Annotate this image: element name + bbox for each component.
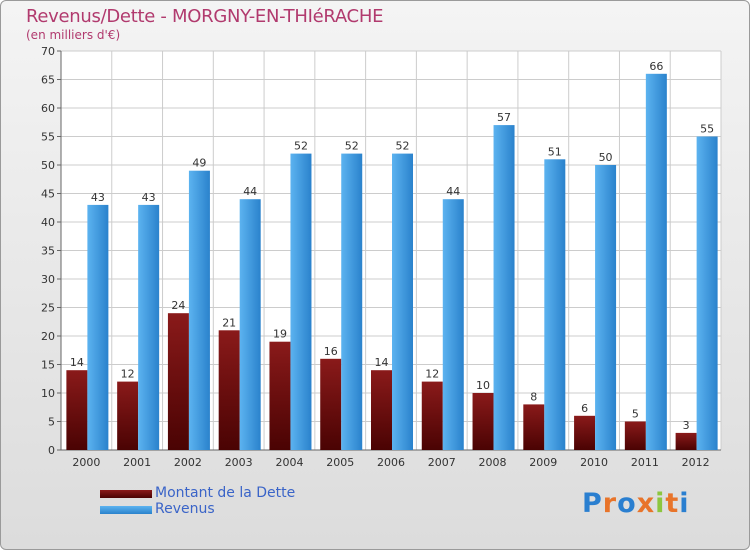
x-tick-label-2001: 2001 xyxy=(123,456,151,469)
data-label-debt-2001: 12 xyxy=(121,368,135,381)
y-tick-label: 65 xyxy=(41,74,55,87)
chart-subtitle: (en milliers d'€) xyxy=(26,28,121,42)
y-tick-label: 60 xyxy=(41,102,55,115)
bar-revenue-2012 xyxy=(696,136,718,450)
x-tick-label-2010: 2010 xyxy=(580,456,608,469)
data-label-revenue-2000: 43 xyxy=(91,191,105,204)
legend-swatch-debt xyxy=(100,490,152,498)
y-tick-label: 20 xyxy=(41,330,55,343)
data-label-debt-2005: 16 xyxy=(324,345,338,358)
data-label-debt-2009: 8 xyxy=(530,390,537,403)
x-tick-label-2009: 2009 xyxy=(529,456,557,469)
x-tick-label-2008: 2008 xyxy=(479,456,507,469)
data-label-revenue-2008: 57 xyxy=(497,111,511,124)
data-label-revenue-2001: 43 xyxy=(142,191,156,204)
x-tick-label-2005: 2005 xyxy=(326,456,354,469)
bar-revenue-2009 xyxy=(544,159,566,451)
data-label-debt-2002: 24 xyxy=(171,299,185,312)
data-label-debt-2003: 21 xyxy=(222,316,236,329)
bar-debt-2001 xyxy=(117,381,139,450)
x-tick-label-2011: 2011 xyxy=(631,456,659,469)
bar-debt-2000 xyxy=(66,370,88,450)
data-label-debt-2011: 5 xyxy=(632,408,639,421)
bar-revenue-2007 xyxy=(442,199,464,450)
y-tick-label: 40 xyxy=(41,216,55,229)
data-label-revenue-2007: 44 xyxy=(446,185,460,198)
proxiti-logo: Proxiti xyxy=(582,488,690,519)
data-label-revenue-2012: 55 xyxy=(700,123,714,136)
bar-revenue-2005 xyxy=(341,153,363,450)
y-tick-label: 70 xyxy=(41,45,55,58)
logo-letter: x xyxy=(636,488,656,519)
bar-revenue-2000 xyxy=(87,204,109,450)
data-label-debt-2010: 6 xyxy=(581,402,588,415)
bar-revenue-2008 xyxy=(493,125,515,450)
logo-letter: t xyxy=(665,488,680,519)
y-tick-label: 35 xyxy=(41,245,55,258)
logo-letter: i xyxy=(655,488,666,519)
x-tick-label-2006: 2006 xyxy=(377,456,405,469)
bar-revenue-2006 xyxy=(392,153,413,450)
data-label-revenue-2005: 52 xyxy=(345,140,359,153)
logo-letter: o xyxy=(617,488,637,519)
bar-revenue-2001 xyxy=(138,204,160,450)
y-tick-label: 45 xyxy=(41,188,55,201)
y-tick-label: 25 xyxy=(41,302,55,315)
bar-debt-2007 xyxy=(421,381,443,450)
bar-revenue-2003 xyxy=(239,199,261,450)
x-tick-label-2003: 2003 xyxy=(225,456,253,469)
logo-letter: r xyxy=(602,488,618,519)
bar-debt-2008 xyxy=(472,393,494,450)
bars-layer xyxy=(66,73,718,451)
data-label-revenue-2003: 44 xyxy=(243,185,257,198)
bar-debt-2003 xyxy=(218,330,240,450)
x-tick-label-2012: 2012 xyxy=(682,456,710,469)
y-tick-label: 0 xyxy=(48,444,55,457)
data-label-revenue-2004: 52 xyxy=(294,140,308,153)
data-label-revenue-2009: 51 xyxy=(548,145,562,158)
logo-letter: P xyxy=(582,488,603,519)
x-tick-label-2004: 2004 xyxy=(275,456,303,469)
bar-debt-2010 xyxy=(574,415,596,450)
bar-debt-2005 xyxy=(320,358,342,450)
y-tick-label: 5 xyxy=(48,416,55,429)
labels-layer: 0510152025303540455055606570144320001243… xyxy=(41,45,714,469)
x-tick-label-2007: 2007 xyxy=(428,456,456,469)
data-label-revenue-2010: 50 xyxy=(599,151,613,164)
y-tick-label: 15 xyxy=(41,359,55,372)
y-tick-label: 55 xyxy=(41,131,55,144)
y-tick-label: 50 xyxy=(41,159,55,172)
y-tick-label: 10 xyxy=(41,387,55,400)
y-tick-label: 30 xyxy=(41,273,55,286)
bar-debt-2004 xyxy=(269,341,291,450)
data-label-debt-2012: 3 xyxy=(683,419,690,432)
bar-debt-2002 xyxy=(167,313,189,450)
legend-swatch-revenue xyxy=(100,506,152,514)
bar-debt-2009 xyxy=(523,404,545,450)
logo-letter: i xyxy=(679,488,690,519)
data-label-debt-2007: 12 xyxy=(425,368,439,381)
bar-debt-2012 xyxy=(675,432,697,450)
data-label-revenue-2006: 52 xyxy=(396,140,410,153)
data-label-debt-2008: 10 xyxy=(476,379,490,392)
data-label-debt-2000: 14 xyxy=(70,356,84,369)
data-label-debt-2004: 19 xyxy=(273,328,287,341)
x-tick-label-2000: 2000 xyxy=(72,456,100,469)
bar-revenue-2011 xyxy=(645,73,667,451)
data-label-revenue-2011: 66 xyxy=(649,60,663,73)
legend-label-revenue: Revenus xyxy=(155,501,215,517)
chart-title: Revenus/Dette - MORGNY-EN-THIéRACHE xyxy=(26,6,384,27)
bar-revenue-2004 xyxy=(290,153,312,450)
bar-debt-2011 xyxy=(624,421,646,450)
bar-revenue-2010 xyxy=(595,165,617,450)
data-label-revenue-2002: 49 xyxy=(192,157,206,170)
bar-revenue-2002 xyxy=(188,170,210,450)
bar-debt-2006 xyxy=(371,370,392,450)
data-label-debt-2006: 14 xyxy=(375,356,389,369)
x-tick-label-2002: 2002 xyxy=(174,456,202,469)
legend-label-debt: Montant de la Dette xyxy=(155,485,296,501)
